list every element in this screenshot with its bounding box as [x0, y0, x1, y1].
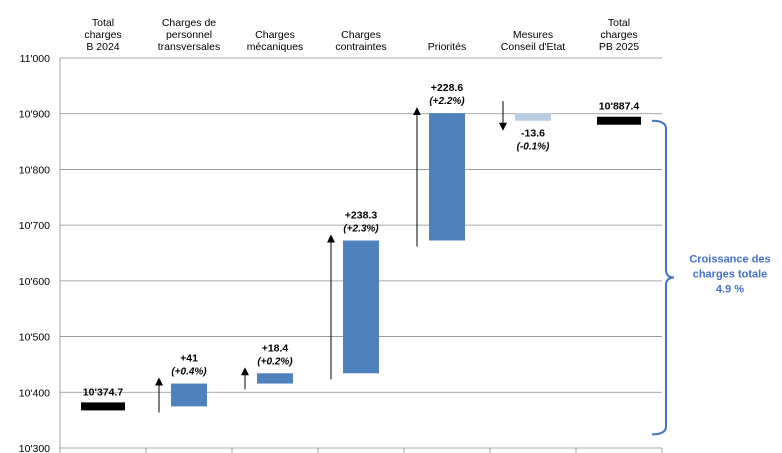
increase-bar [257, 373, 293, 384]
category-label-line: Total [92, 17, 114, 29]
category-label-line: Conseil d'Etat [501, 41, 566, 53]
category-label-line: transversales [158, 41, 220, 53]
category-label-line: Mesures [513, 29, 553, 41]
y-tick-label: 10'700 [19, 220, 50, 232]
bars [81, 113, 641, 411]
category-label: Charges contraintes [335, 29, 386, 53]
y-tick-label: 11'000 [20, 53, 51, 65]
curly-brace [651, 119, 675, 436]
category-label: Mesures Conseil d'Etat [501, 29, 566, 53]
total-bar [81, 402, 125, 411]
y-tick-label: 10'400 [19, 387, 50, 399]
category-label-line: charges [600, 29, 637, 41]
increase-bar [343, 240, 379, 374]
y-tick-label: 10'500 [19, 332, 50, 344]
data-label: 10'374.7 [83, 386, 124, 398]
category-label-line: charges [84, 29, 121, 41]
category-label-line: Charges [255, 29, 295, 41]
arrows [155, 101, 507, 413]
y-tick-label: 10'800 [19, 164, 50, 176]
percent-label: (-0.1%) [517, 142, 550, 153]
category-label: Charges de personnel transversales [158, 17, 220, 53]
category-label-line: B 2024 [86, 41, 119, 53]
growth-annotation-line: 4.9 % [716, 284, 744, 296]
data-label: +41 [180, 353, 198, 365]
category-label: Charges mécaniques [247, 29, 304, 53]
category-label-line: Total [608, 17, 630, 29]
growth-annotation: Croissance des charges totale 4.9 % [689, 254, 770, 296]
growth-brace: Croissance des charges totale 4.9 % [651, 119, 771, 436]
data-label: -13.6 [521, 128, 545, 140]
data-labels: 10'374.7 +41 (+0.4%) +18.4 (+0.2%) +238.3 (+2.… [83, 82, 640, 398]
percent-label: (+2.3%) [343, 224, 379, 235]
growth-annotation-line: charges totale [693, 269, 768, 281]
total-bar [597, 116, 641, 125]
grid-layer [59, 57, 663, 453]
y-tick-label: 10'900 [19, 109, 50, 121]
category-label-line: Charges [341, 29, 381, 41]
data-label: +18.4 [262, 342, 289, 354]
growth-annotation-line: Croissance des [689, 254, 770, 266]
category-label: Total charges PB 2025 [599, 17, 639, 53]
y-tick-label: 10'600 [19, 276, 50, 288]
increase-bar [171, 383, 207, 407]
percent-label: (+0.4%) [171, 367, 207, 378]
decrease-bar [515, 113, 551, 121]
category-label-line: contraintes [335, 41, 386, 53]
category-label-line: personnel [166, 29, 212, 41]
y-tick-label: 10'300 [19, 443, 50, 453]
data-label: 10'887.4 [599, 101, 640, 113]
data-label: +228.6 [431, 82, 464, 94]
percent-label: (+0.2%) [257, 356, 293, 367]
y-axis-tick-labels: 10'300 10'400 10'500 10'600 10'700 10'800 10'9… [19, 53, 50, 453]
category-label-line: Charges de [162, 17, 216, 29]
category-label-line: mécaniques [247, 41, 304, 53]
category-label-line: PB 2025 [599, 41, 639, 53]
percent-label: (+2.2%) [429, 96, 465, 107]
data-label: +238.3 [345, 210, 378, 222]
category-label: Priorités [428, 41, 467, 53]
increase-bar [429, 113, 465, 241]
category-label-line: Priorités [428, 41, 467, 53]
category-label: Total charges B 2024 [84, 17, 121, 53]
